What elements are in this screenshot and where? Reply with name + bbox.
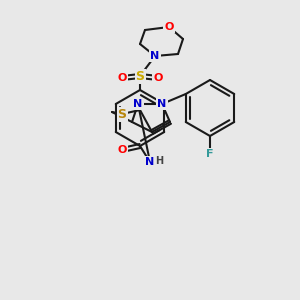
Text: N: N (134, 99, 142, 109)
Text: S: S (118, 107, 127, 121)
Text: H: H (155, 156, 163, 166)
Text: F: F (206, 149, 214, 159)
Text: O: O (117, 73, 127, 83)
Text: O: O (153, 73, 163, 83)
Text: O: O (164, 22, 174, 32)
Text: N: N (150, 51, 160, 61)
Text: N: N (146, 157, 154, 167)
Text: N: N (158, 99, 166, 109)
Text: S: S (136, 70, 145, 83)
Text: O: O (117, 145, 127, 155)
